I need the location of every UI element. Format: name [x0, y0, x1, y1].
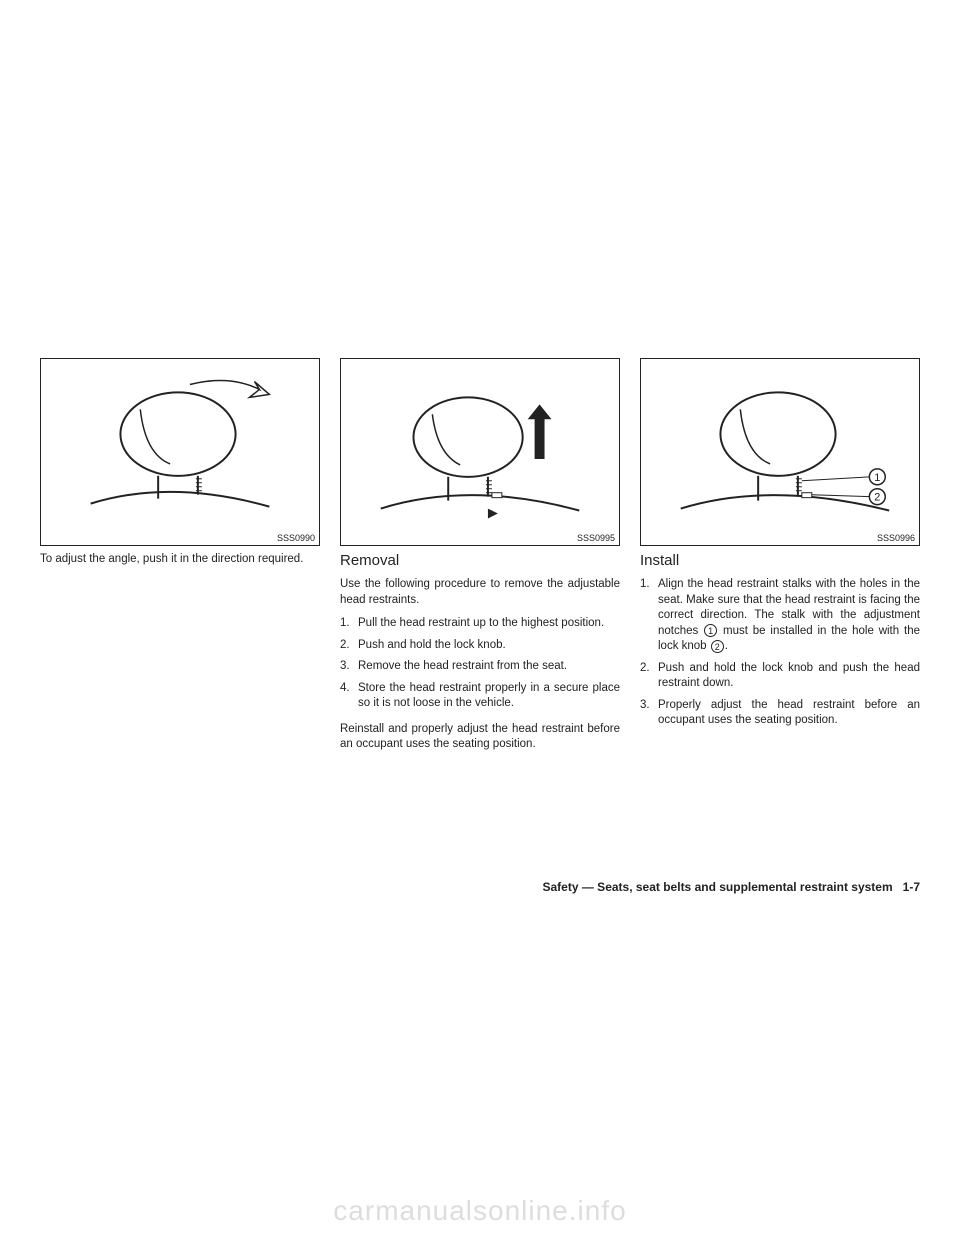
page-content: SSS0990 To adjust the angle, push it in …: [40, 358, 920, 761]
figure-1-caption: SSS0990: [277, 533, 315, 543]
list-number: 2.: [640, 661, 650, 677]
install-heading: Install: [640, 552, 920, 569]
column-1: SSS0990 To adjust the angle, push it in …: [40, 358, 320, 761]
list-number: 3.: [640, 698, 650, 714]
install-step-2: 2. Push and hold the lock knob and push t…: [640, 661, 920, 692]
circled-1-icon: 1: [704, 624, 717, 637]
column-3: 1 2 SSS0996 Install 1. Align the head re…: [640, 358, 920, 761]
removal-intro: Use the following procedure to remove th…: [340, 577, 620, 608]
svg-text:2: 2: [874, 492, 880, 504]
page-footer: Safety — Seats, seat belts and supplemen…: [543, 880, 921, 894]
list-number: 3.: [340, 659, 350, 675]
figure-2-caption: SSS0995: [577, 533, 615, 543]
removal-outro: Reinstall and properly adjust the head r…: [340, 722, 620, 753]
step-text: Pull the head restraint up to the highes…: [358, 617, 604, 629]
circled-2-icon: 2: [711, 640, 724, 653]
step-text: Push and hold the lock knob.: [358, 639, 506, 651]
figure-3: 1 2 SSS0996: [640, 358, 920, 546]
headrest-install-icon: 1 2: [641, 359, 919, 545]
list-number: 2.: [340, 638, 350, 654]
step-text: Properly adjust the head restraint befor…: [658, 699, 920, 727]
removal-step-2: 2. Push and hold the lock knob.: [340, 638, 620, 654]
step-text: Remove the head restraint from the seat.: [358, 660, 567, 672]
figure-2: SSS0995: [340, 358, 620, 546]
install-step-1: 1. Align the head restraint stalks with …: [640, 577, 920, 655]
removal-step-4: 4. Store the head restraint properly in a…: [340, 681, 620, 712]
list-number: 1.: [340, 616, 350, 632]
watermark: carmanualsonline.info: [0, 1195, 960, 1227]
step-text-part-c: .: [725, 640, 728, 652]
list-number: 1.: [640, 577, 650, 593]
footer-page: 1-7: [903, 880, 920, 894]
footer-section: Safety — Seats, seat belts and supplemen…: [543, 880, 893, 894]
removal-heading: Removal: [340, 552, 620, 569]
removal-step-1: 1. Pull the head restraint up to the high…: [340, 616, 620, 632]
figure-1: SSS0990: [40, 358, 320, 546]
headrest-angle-icon: [41, 359, 319, 545]
step-text: Push and hold the lock knob and push the…: [658, 662, 920, 690]
col1-body: To adjust the angle, push it in the dire…: [40, 552, 320, 568]
step-text: Store the head restraint properly in a s…: [358, 682, 620, 710]
figure-3-caption: SSS0996: [877, 533, 915, 543]
install-step-3: 3. Properly adjust the head restraint bef…: [640, 698, 920, 729]
removal-step-3: 3. Remove the head restraint from the sea…: [340, 659, 620, 675]
list-number: 4.: [340, 681, 350, 697]
svg-text:1: 1: [874, 472, 880, 484]
headrest-removal-icon: [341, 359, 619, 545]
column-2: SSS0995 Removal Use the following proced…: [340, 358, 620, 761]
